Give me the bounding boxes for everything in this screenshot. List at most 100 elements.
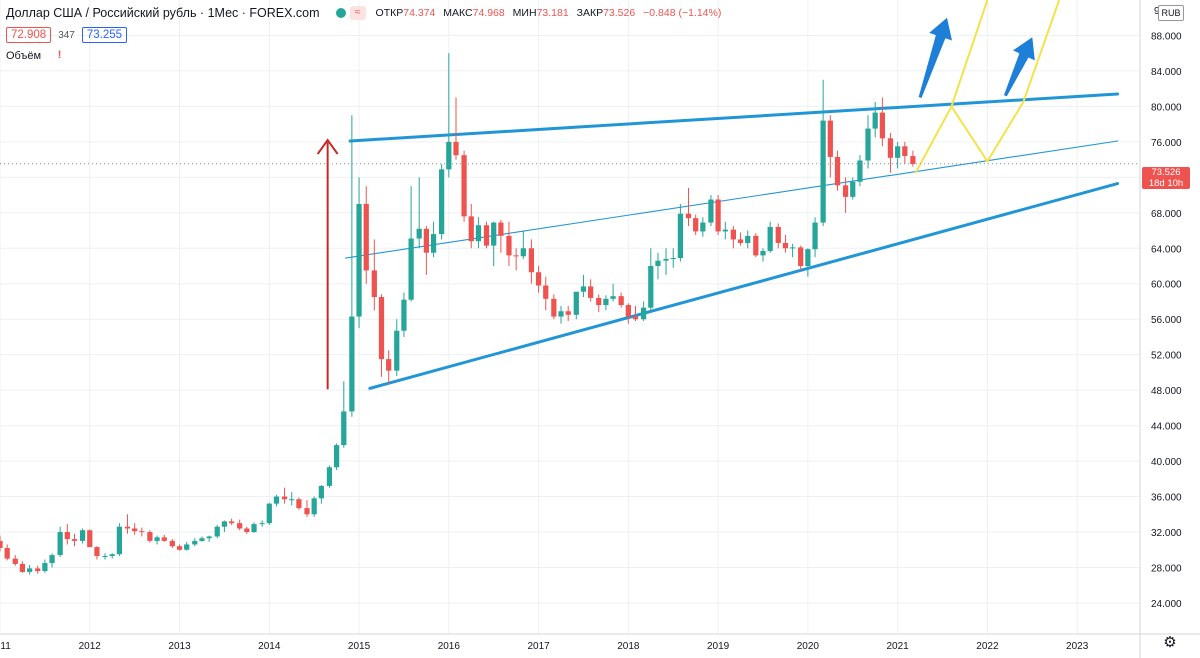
price-tick-label: 28.000	[1151, 563, 1182, 574]
volume-label[interactable]: Объём	[6, 49, 42, 62]
candle-body	[386, 359, 392, 371]
candle-body	[401, 299, 407, 331]
time-tick-label: 2021	[887, 641, 910, 652]
wave-icon[interactable]: ≈	[349, 6, 366, 20]
candle-body	[767, 226, 773, 251]
candle-body	[685, 213, 692, 219]
candle-body	[12, 558, 18, 564]
candle-body	[618, 296, 624, 306]
candle-body	[349, 316, 355, 412]
candle-body	[273, 496, 280, 504]
candle-body	[603, 298, 609, 306]
candle-body	[543, 285, 549, 299]
candle-body	[798, 247, 804, 267]
candle-body	[782, 242, 789, 249]
gear-icon[interactable]: ⚙	[1163, 634, 1177, 651]
candle-body	[670, 258, 676, 260]
high-label: МАКС	[443, 7, 473, 19]
currency-badge[interactable]: RUB	[1158, 5, 1184, 21]
candle-body	[872, 112, 878, 129]
candle-body	[820, 120, 826, 223]
candle-body	[693, 218, 699, 232]
candle-body	[206, 536, 212, 539]
candle-body	[708, 199, 714, 223]
candle-body	[94, 547, 100, 556]
candle-body	[416, 228, 422, 239]
buy-price-button[interactable]: 73.255	[81, 27, 128, 43]
candle-body	[363, 203, 369, 271]
sell-price-button[interactable]: 72.908	[6, 27, 52, 43]
candle-body	[551, 298, 557, 317]
warning-icon[interactable]: !	[57, 49, 62, 61]
candle-body	[730, 229, 736, 240]
price-tick-label: 48.000	[1151, 386, 1182, 397]
candle-body	[430, 234, 437, 253]
candle-body	[461, 155, 467, 217]
candle-body	[408, 238, 414, 300]
chart-title[interactable]: Доллар США / Российский рубль · 1Мес · F…	[6, 6, 320, 20]
candle-body	[520, 248, 526, 257]
time-tick-label: 2014	[258, 641, 281, 652]
candle-body	[221, 521, 228, 527]
chart-legend: Доллар США / Российский рубль · 1Мес · F…	[6, 6, 726, 20]
time-tick-label: 2017	[527, 641, 550, 652]
price-tick-label: 76.000	[1151, 138, 1182, 149]
candle-body	[87, 530, 93, 548]
price-tick-label: 52.000	[1151, 351, 1182, 362]
candle-body	[513, 255, 519, 257]
candle-body	[834, 156, 841, 186]
candle-body	[753, 235, 759, 256]
trendline-median-line	[345, 140, 1119, 259]
price-tick-label: 80.000	[1151, 102, 1182, 113]
time-tick-label: 2022	[976, 641, 999, 652]
time-tick-label: 2012	[79, 641, 102, 652]
candle-body	[116, 526, 123, 555]
low-value: 73.181	[536, 7, 569, 19]
candle-body	[558, 311, 564, 317]
candle-body	[895, 146, 901, 158]
candle-body	[805, 249, 811, 267]
candle-body	[812, 222, 818, 250]
spread-value: 347	[58, 29, 75, 41]
candle-body	[640, 307, 647, 320]
time-tick-label: 2023	[1066, 641, 1089, 652]
candle-body	[49, 555, 55, 564]
ohlc-values: ОТКР74.374 МАКС74.968 МИН73.181 ЗАКР73.5…	[376, 7, 727, 19]
candle-body	[760, 250, 766, 256]
candle-body	[596, 297, 602, 306]
time-tick-label: 2013	[168, 641, 191, 652]
candle-body	[453, 141, 459, 156]
time-tick-label: 2019	[707, 641, 730, 652]
candle-body	[0, 540, 3, 548]
candle-body	[42, 563, 48, 572]
candle-body	[857, 160, 863, 182]
candle-body	[176, 546, 183, 550]
volume-row: Объём !	[6, 49, 66, 62]
candle-body	[244, 528, 250, 533]
candle-body	[535, 272, 542, 286]
candle-body	[865, 128, 871, 161]
candle-body	[423, 228, 429, 253]
price-tick-label: 36.000	[1151, 493, 1182, 504]
last-price-tag: 73.526 18d 10h	[1142, 167, 1190, 189]
candle-body	[109, 554, 115, 556]
price-tick-label: 84.000	[1151, 67, 1182, 78]
close-value: 73.526	[603, 7, 636, 19]
candle-body	[237, 523, 243, 529]
candle-body	[124, 526, 131, 529]
candle-body	[700, 222, 706, 232]
forecast-path-branch	[950, 0, 989, 107]
candle-body	[789, 247, 796, 249]
candle-body	[71, 539, 78, 541]
candle-body	[483, 225, 490, 246]
candle-body	[296, 499, 302, 509]
candle-body	[506, 235, 512, 256]
candle-body	[775, 226, 781, 243]
candle-body	[318, 485, 324, 499]
candle-body	[565, 311, 571, 315]
candle-body	[371, 270, 377, 298]
candle-body	[228, 521, 235, 524]
